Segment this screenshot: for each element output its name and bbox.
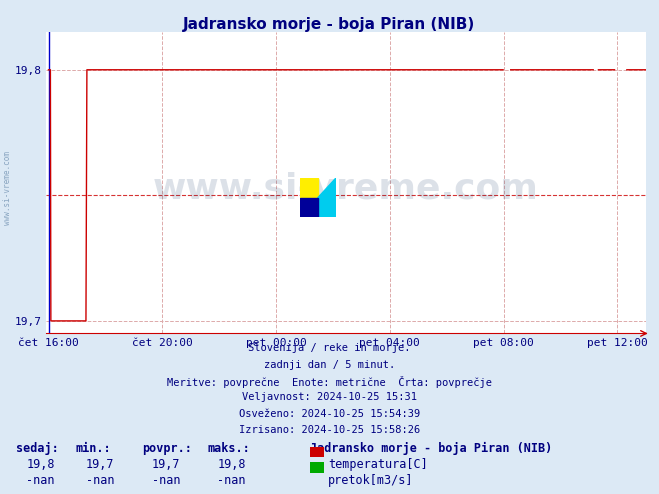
Text: Osveženo: 2024-10-25 15:54:39: Osveženo: 2024-10-25 15:54:39 <box>239 409 420 418</box>
Text: Meritve: povprečne  Enote: metrične  Črta: povprečje: Meritve: povprečne Enote: metrične Črta:… <box>167 376 492 388</box>
Text: -nan: -nan <box>26 474 55 487</box>
Text: temperatura[C]: temperatura[C] <box>328 458 428 471</box>
Text: -nan: -nan <box>217 474 246 487</box>
Text: pretok[m3/s]: pretok[m3/s] <box>328 474 414 487</box>
Text: Slovenija / reke in morje.: Slovenija / reke in morje. <box>248 343 411 353</box>
Text: povpr.:: povpr.: <box>142 442 192 455</box>
Text: maks.:: maks.: <box>208 442 250 455</box>
Text: 19,7: 19,7 <box>86 458 114 471</box>
Text: Jadransko morje - boja Piran (NIB): Jadransko morje - boja Piran (NIB) <box>183 17 476 32</box>
Text: Jadransko morje - boja Piran (NIB): Jadransko morje - boja Piran (NIB) <box>310 442 552 455</box>
Text: 19,8: 19,8 <box>26 458 55 471</box>
Text: www.si-vreme.com: www.si-vreme.com <box>153 172 539 206</box>
Text: zadnji dan / 5 minut.: zadnji dan / 5 minut. <box>264 360 395 370</box>
Text: sedaj:: sedaj: <box>16 442 59 455</box>
Text: min.:: min.: <box>76 442 111 455</box>
Text: -nan: -nan <box>86 474 114 487</box>
Polygon shape <box>300 198 318 217</box>
Polygon shape <box>300 178 318 198</box>
Text: Veljavnost: 2024-10-25 15:31: Veljavnost: 2024-10-25 15:31 <box>242 392 417 402</box>
Text: -nan: -nan <box>152 474 180 487</box>
Text: www.si-vreme.com: www.si-vreme.com <box>3 151 13 225</box>
Text: 19,7: 19,7 <box>152 458 180 471</box>
Text: 19,8: 19,8 <box>217 458 246 471</box>
Text: Izrisano: 2024-10-25 15:58:26: Izrisano: 2024-10-25 15:58:26 <box>239 425 420 435</box>
Polygon shape <box>318 178 336 217</box>
